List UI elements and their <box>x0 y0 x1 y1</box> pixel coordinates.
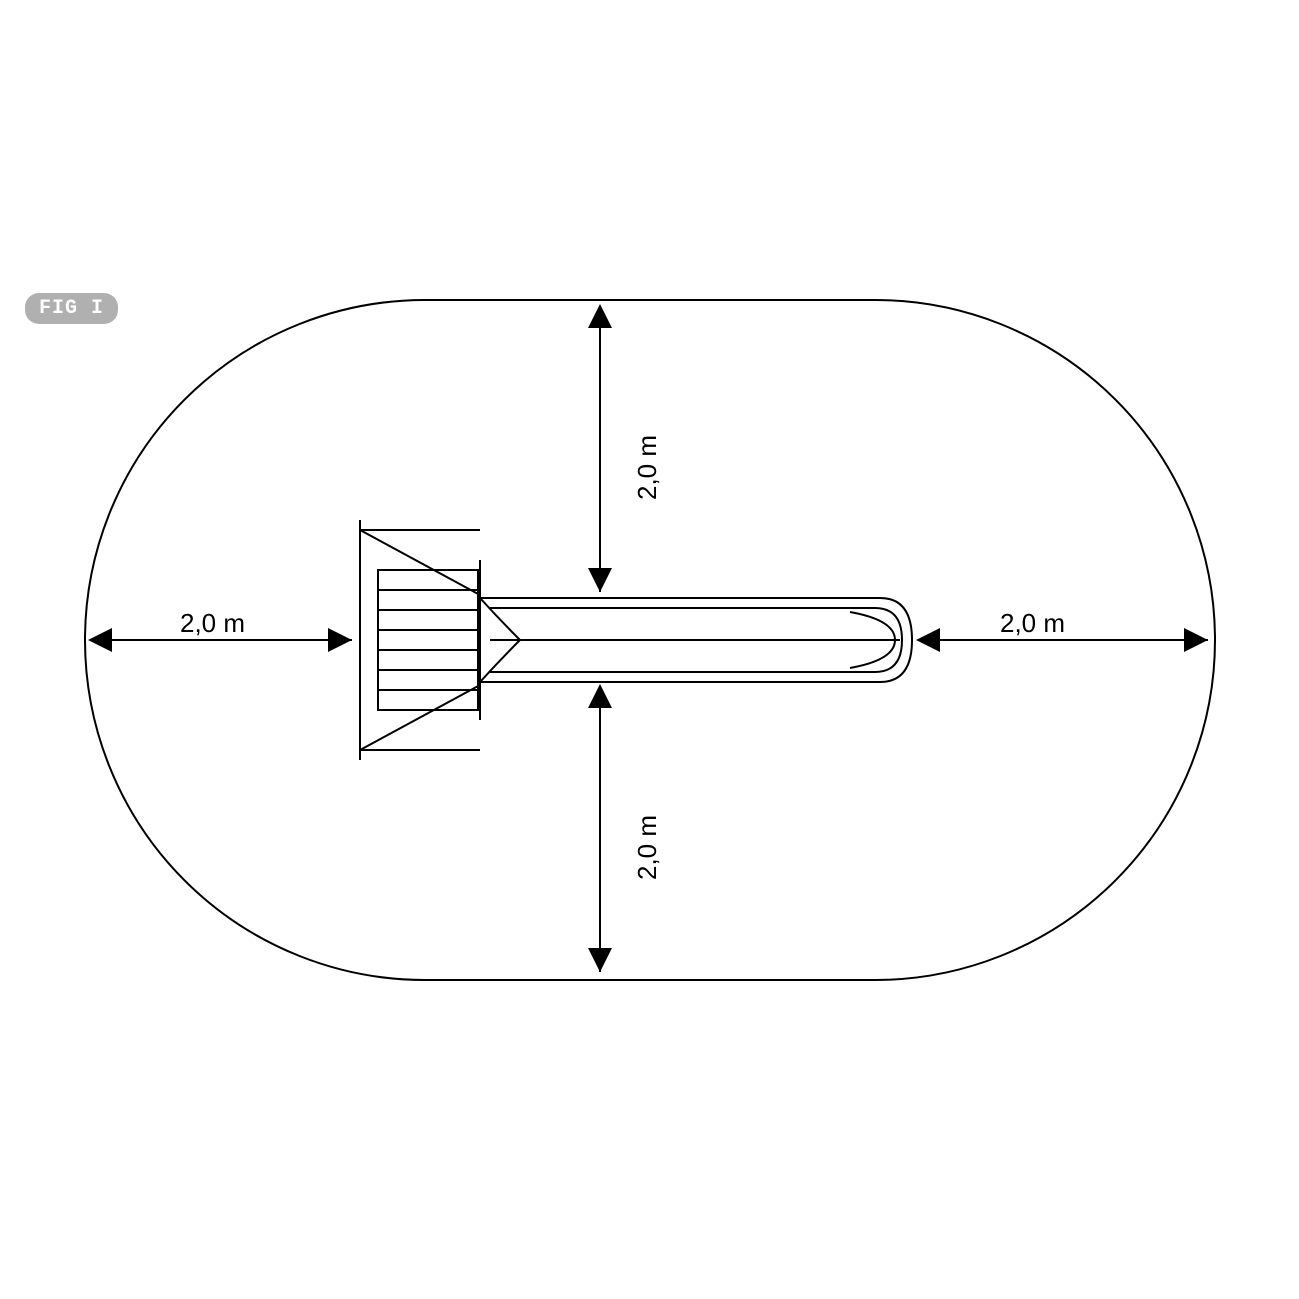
diagram-canvas: FIG I <box>0 0 1299 1299</box>
playground-equipment <box>360 520 912 760</box>
dim-label-left: 2,0 m <box>180 608 245 639</box>
dim-label-top: 2,0 m <box>632 435 663 500</box>
dim-label-right: 2,0 m <box>1000 608 1065 639</box>
diagram-svg <box>0 0 1299 1299</box>
dim-label-bottom: 2,0 m <box>632 815 663 880</box>
